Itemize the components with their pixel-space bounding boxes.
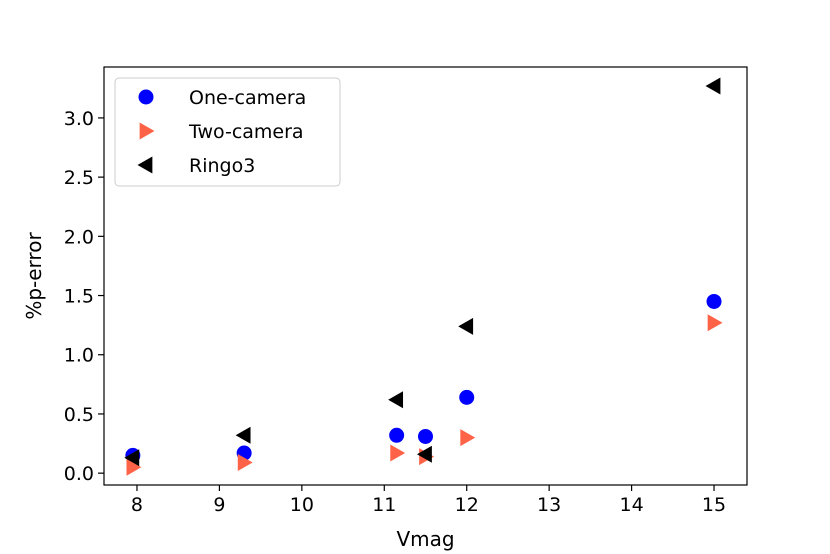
y-axis-ticks: 0.0 0.5 1.0 1.5 2.0 2.5 3.0	[64, 108, 104, 485]
data-point	[706, 293, 722, 309]
data-point	[126, 458, 142, 476]
legend-label: Two-camera	[188, 121, 304, 143]
x-tick-label: 11	[372, 494, 396, 516]
data-point	[235, 426, 251, 444]
data-point	[417, 445, 432, 463]
y-tick-label: 2.0	[64, 226, 94, 248]
legend: One-camera Two-camera Ringo3	[114, 77, 341, 187]
y-tick-label: 1.5	[64, 286, 94, 308]
legend-entry: Ringo3	[137, 155, 255, 177]
y-tick-label: 0.5	[64, 404, 94, 426]
legend-label: One-camera	[189, 87, 306, 109]
data-point	[418, 428, 433, 444]
x-tick-label: 9	[213, 494, 225, 516]
x-tick-label: 14	[619, 494, 643, 516]
legend-box	[114, 77, 341, 187]
series-3	[124, 77, 721, 467]
x-tick-label: 13	[537, 494, 561, 516]
x-axis-label: Vmag	[396, 527, 454, 551]
data-point	[388, 391, 404, 409]
data-point	[390, 444, 406, 462]
plot-frame	[103, 66, 748, 486]
data-point	[124, 449, 140, 467]
legend-entry: One-camera	[138, 87, 306, 109]
legend-marker	[138, 89, 154, 105]
data-point	[705, 77, 721, 95]
legend-marker	[137, 156, 153, 174]
data-point	[389, 427, 405, 443]
y-axis-label: %p-error	[22, 232, 46, 320]
x-axis-ticks: 8 9 10 11 12 13 14 15	[131, 485, 726, 516]
y-tick-label: 0.0	[64, 463, 94, 485]
y-tick-label: 1.0	[64, 345, 94, 367]
data-point	[460, 429, 476, 447]
x-tick-label: 10	[290, 494, 314, 516]
x-tick-label: 15	[702, 494, 726, 516]
data-point	[707, 314, 723, 332]
y-tick-label: 3.0	[64, 108, 94, 130]
data-points	[124, 77, 723, 476]
legend-entry: Two-camera	[139, 121, 304, 143]
legend-marker	[139, 122, 155, 140]
legend-label: Ringo3	[189, 155, 255, 177]
data-point	[458, 317, 474, 335]
data-point	[459, 389, 475, 405]
x-tick-label: 8	[131, 494, 143, 516]
x-tick-label: 12	[455, 494, 479, 516]
y-tick-label: 2.5	[64, 167, 94, 189]
data-point	[237, 454, 253, 472]
